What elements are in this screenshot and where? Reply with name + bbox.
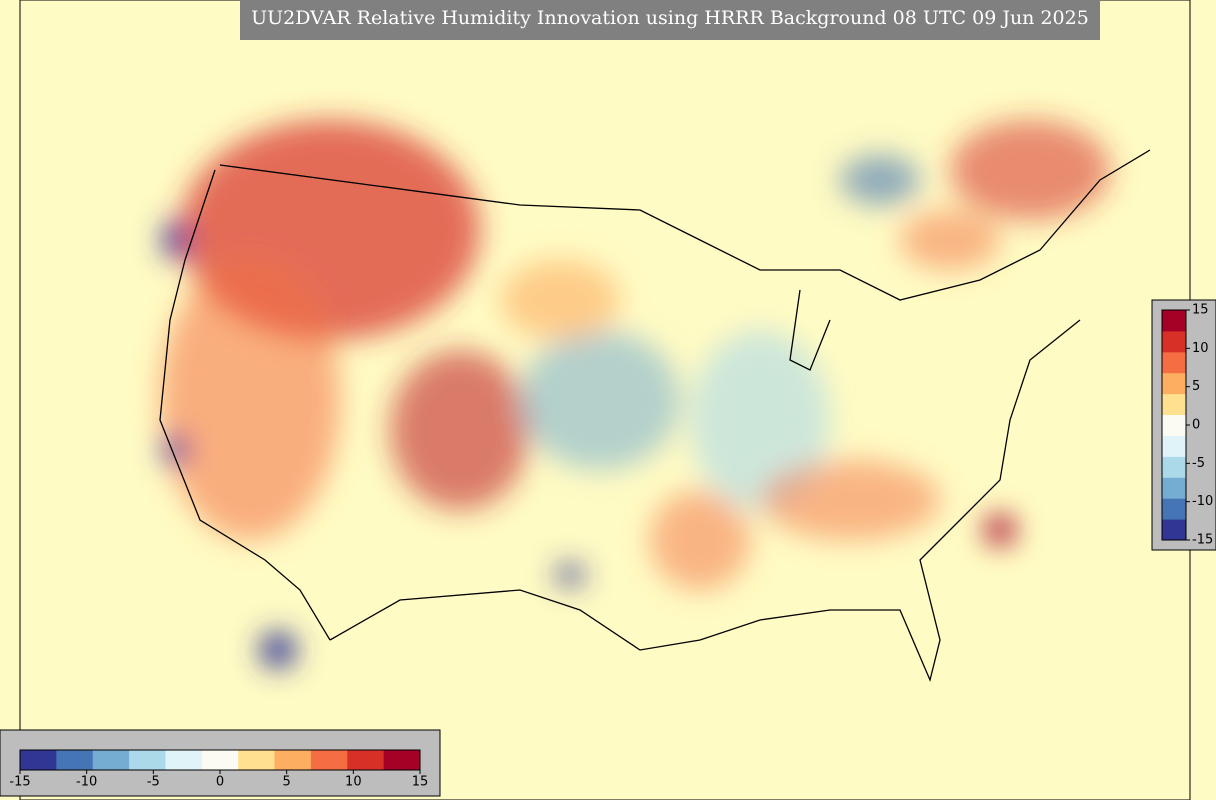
- border: [219, 149, 1151, 301]
- colorbar-tick-label: -5: [147, 775, 160, 790]
- colorbar-swatch: [274, 750, 312, 770]
- colorbar-tick-label: -5: [1192, 456, 1205, 471]
- colorbar-swatch: [1162, 456, 1186, 478]
- map-blob: [556, 565, 584, 585]
- map-field: [160, 120, 1110, 668]
- colorbar-swatch: [92, 750, 130, 770]
- colorbar-tick-label: 10: [1192, 341, 1209, 356]
- coastline: [329, 319, 1081, 683]
- colorbar-swatch: [238, 750, 276, 770]
- colorbar-swatch: [383, 750, 421, 770]
- map-blob: [900, 210, 1000, 270]
- colorbar-swatch: [1162, 393, 1186, 416]
- colorbar-swatch: [1162, 477, 1186, 499]
- map-outlines: [159, 149, 1151, 683]
- map-blob: [163, 220, 187, 260]
- lake-outline: [789, 289, 831, 371]
- colorbar-swatch: [56, 750, 94, 770]
- colorbar-swatch: [1162, 414, 1186, 436]
- colorbar-swatch: [1162, 310, 1186, 332]
- title-box: [240, 0, 1100, 40]
- map-title: UU2DVAR Relative Humidity Innovation usi…: [251, 7, 1089, 29]
- map-blob: [500, 260, 620, 340]
- colorbar-swatch: [347, 750, 385, 770]
- colorbar-tick-label: 10: [345, 775, 362, 790]
- colorbar-swatch: [1162, 372, 1186, 395]
- map-blob: [390, 350, 530, 510]
- colorbar-tick-label: -10: [76, 775, 97, 790]
- colorbar-tick-label: 15: [412, 775, 429, 790]
- map-blob: [160, 260, 340, 540]
- map-blob: [690, 330, 830, 510]
- map-blob: [163, 435, 187, 465]
- colorbar-tick-label: -15: [1192, 533, 1213, 548]
- colorbar-tick-label: 5: [283, 775, 291, 790]
- colorbar-swatch: [1162, 435, 1186, 457]
- colorbar-swatch: [1162, 498, 1186, 520]
- colorbar-swatch: [1162, 330, 1186, 353]
- colorbar-swatch: [1162, 519, 1186, 541]
- colorbar-swatch: [165, 750, 203, 770]
- map-blob: [260, 632, 296, 668]
- map-blob: [650, 490, 750, 590]
- colorbar-tick-label: -10: [1192, 494, 1213, 509]
- coastline: [159, 169, 331, 641]
- colorbar-swatch: [201, 750, 239, 770]
- colorbar-tick-label: 5: [1192, 379, 1200, 394]
- colorbar-tick-label: 15: [1192, 303, 1209, 318]
- colorbar-tick-label: -15: [9, 775, 30, 790]
- map-blob: [520, 330, 680, 470]
- colorbar-swatch: [1162, 351, 1186, 374]
- map-blob: [950, 120, 1110, 220]
- map-blob: [760, 460, 940, 540]
- map-blob: [985, 515, 1015, 545]
- colorbar-tick-label: 0: [1192, 418, 1200, 433]
- colorbar-tick-label: 0: [216, 775, 224, 790]
- colorbar-swatch: [129, 750, 166, 770]
- colorbar-swatch: [20, 750, 57, 770]
- map-blob: [840, 155, 920, 205]
- colorbar-swatch: [310, 750, 348, 770]
